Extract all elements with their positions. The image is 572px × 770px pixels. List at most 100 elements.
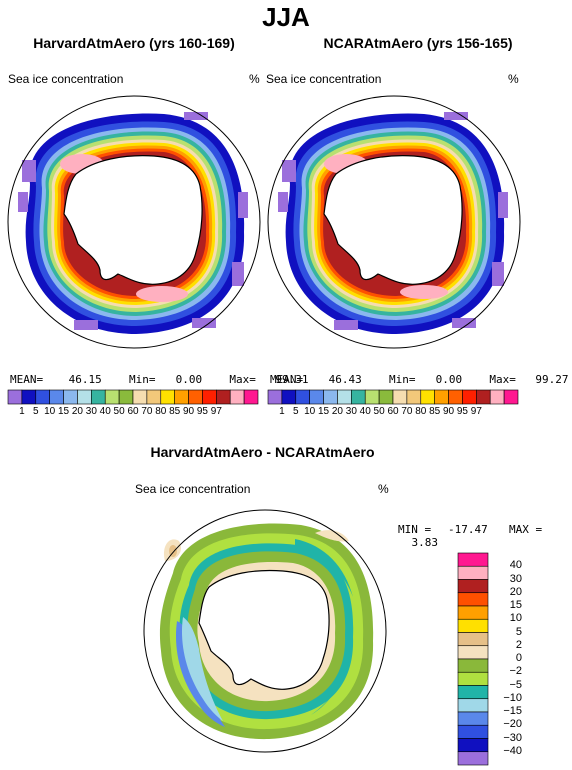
panel-2-mean-label: MEAN= xyxy=(270,373,304,386)
panel-1-colorbar-tick-label: 10 xyxy=(44,406,56,417)
panel-2-colorbar-swatch xyxy=(378,389,394,405)
panel-2-units-label: % xyxy=(508,72,519,86)
panel-1-colorbar-swatch xyxy=(91,389,106,405)
difference-antarctica xyxy=(198,569,330,690)
panel-1-colorbar-tick-label: 80 xyxy=(155,406,167,417)
panel-2-colorbar xyxy=(267,389,519,405)
panel-1-colorbar-swatch xyxy=(7,389,23,405)
panel-1-stats: MEAN= 46.15 Min= 0.00 Max= 99.31 xyxy=(10,373,309,386)
panel-2-colorbar-tick-label: 1 xyxy=(279,406,285,417)
difference-title: HarvardAtmAero - NCARAtmAero xyxy=(150,444,375,460)
panel-2-colorbar-swatch xyxy=(281,389,297,405)
difference-colorbar xyxy=(457,552,489,766)
panel-2-colorbar-tick-label: 15 xyxy=(317,406,330,417)
panel-1-max-value: 99.31 xyxy=(275,373,309,386)
panel-1-polar-map xyxy=(7,95,261,349)
panel-1-colorbar-swatch xyxy=(104,389,120,405)
difference-colorbar-tick-label: 30 xyxy=(509,572,522,585)
difference-colorbar-tick-label: 5 xyxy=(515,625,522,638)
difference-colorbar-ticks: 40 30 20 15 10 5 2 0 −2 −5 −10 −15 −20 −30 −40 xyxy=(454,553,534,765)
panel-1-variable-label: Sea ice concentration xyxy=(8,72,124,86)
panel-2-stats: MEAN= 46.43 Min= 0.00 Max= 99.27 xyxy=(270,373,569,386)
panel-1-colorbar-tick-label: 97 xyxy=(210,406,222,417)
difference-colorbar-tick-label: −20 xyxy=(503,718,522,731)
difference-colorbar-tick-label: −40 xyxy=(503,744,522,757)
panel-2-colorbar-tick-label: 40 xyxy=(359,406,371,417)
panel-1-colorbar-swatch xyxy=(216,389,231,405)
panel-1-colorbar-swatch xyxy=(202,389,217,405)
panel-2-colorbar-tick-label: 5 xyxy=(292,406,299,417)
panel-1-colorbar-swatch xyxy=(63,389,78,405)
panel-1-colorbar-tick-label: 40 xyxy=(99,406,111,417)
panel-2-variable-label: Sea ice concentration xyxy=(266,72,382,86)
difference-stats: MIN = -17.47 MAX = 3.83 xyxy=(398,523,572,549)
difference-colorbar-tick-label: −10 xyxy=(503,691,522,704)
panel-1-colorbar-tick-label: 90 xyxy=(182,406,195,417)
season-title: JJA xyxy=(262,2,310,32)
difference-polar-map xyxy=(143,509,387,753)
difference-colorbar-tick-label: −15 xyxy=(503,705,522,717)
panel-2-mean-value: 46.43 xyxy=(328,373,362,386)
panel-1-colorbar-swatch xyxy=(160,389,175,405)
panel-1-title: HarvardAtmAero (yrs 160-169) xyxy=(33,35,235,51)
panel-2-colorbar-swatch xyxy=(462,389,477,405)
panel-2-colorbar-swatch xyxy=(434,389,449,405)
panel-1-colorbar-tick-label: 50 xyxy=(113,406,125,417)
panel-2-colorbar-tick-label: 97 xyxy=(470,406,482,417)
panel-2-colorbar-tick-label: 70 xyxy=(401,406,413,417)
difference-colorbar-tick-label: 10 xyxy=(509,612,522,625)
panel-2-colorbar-swatch xyxy=(323,389,338,405)
panel-2-colorbar-tick-label: 20 xyxy=(331,406,343,417)
panel-1-mean-label: MEAN= xyxy=(10,373,44,386)
panel-1-colorbar-swatch xyxy=(243,389,259,405)
difference-variable-label: Sea ice concentration xyxy=(135,482,251,496)
panel-1-units-label: % xyxy=(249,72,260,86)
panel-1-max-label: Max= xyxy=(229,373,256,386)
panel-2-colorbar-ticks: 1 5 10 15 20 30 40 50 60 70 80 85 90 95 97 xyxy=(268,406,518,420)
panel-1-colorbar-ticks: 1 5 10 15 20 30 40 50 60 70 80 85 90 95 97 xyxy=(8,406,258,420)
panel-1-mean-value: 46.15 xyxy=(68,373,102,386)
difference-colorbar-tick-label: −2 xyxy=(509,665,522,678)
difference-min-label: MIN = xyxy=(398,523,432,536)
panel-2-colorbar-tick-label: 30 xyxy=(345,406,357,417)
panel-2-title: NCARAtmAero (yrs 156-165) xyxy=(323,35,513,51)
panel-2-map-boundary xyxy=(267,95,521,349)
panel-1-outer-ice-patches xyxy=(18,112,248,330)
panel-1-min-value: 0.00 xyxy=(175,373,203,386)
panel-1-colorbar-swatch xyxy=(229,389,245,405)
panel-2-outer-ice-patches xyxy=(278,112,508,330)
panel-1-colorbar-swatch xyxy=(35,389,50,405)
panel-2-min-label: Min= xyxy=(389,373,416,386)
panel-1-colorbar-tick-label: 1 xyxy=(19,406,25,417)
difference-map-boundary xyxy=(143,509,387,753)
panel-1-colorbar-tick-label: 20 xyxy=(71,406,83,417)
difference-min-value: -17.47 xyxy=(448,523,488,536)
panel-2-colorbar-swatch xyxy=(337,389,352,405)
panel-2-colorbar-swatch xyxy=(420,389,435,405)
difference-colorbar-tick-label: 0 xyxy=(515,652,522,664)
panel-1-colorbar-tick-label: 60 xyxy=(127,406,139,417)
panel-1-colorbar-tick-label: 15 xyxy=(57,406,70,417)
panel-1-antarctica xyxy=(63,155,203,285)
panel-1-map-boundary xyxy=(7,95,261,349)
panel-2-min-value: 0.00 xyxy=(435,373,463,386)
panel-2-polar-map xyxy=(267,95,521,349)
panel-2-colorbar-swatch xyxy=(476,389,491,405)
difference-colorbar-tick-label: −5 xyxy=(509,678,522,691)
panel-2-max-label: Max= xyxy=(489,373,516,386)
difference-colorbar-swatch xyxy=(457,751,489,766)
panel-2-colorbar-swatch xyxy=(309,389,324,405)
panel-1-colorbar-swatch xyxy=(174,389,189,405)
panel-2-colorbar-swatch xyxy=(406,389,422,405)
difference-colorbar-tick-label: −30 xyxy=(503,731,522,744)
panel-2-colorbar-tick-label: 90 xyxy=(442,406,455,417)
panel-2-colorbar-swatch xyxy=(392,389,408,405)
difference-max-label: MAX = xyxy=(509,523,543,536)
panel-2-antarctica xyxy=(323,155,463,285)
panel-1-colorbar-tick-label: 85 xyxy=(169,406,181,417)
panel-2-colorbar-swatch xyxy=(503,389,519,405)
panel-1-min-label: Min= xyxy=(129,373,156,386)
panel-2-colorbar-tick-label: 85 xyxy=(429,406,441,417)
panel-1-colorbar-tick-label: 95 xyxy=(196,406,208,417)
difference-colorbar-tick-label: 2 xyxy=(515,638,522,651)
